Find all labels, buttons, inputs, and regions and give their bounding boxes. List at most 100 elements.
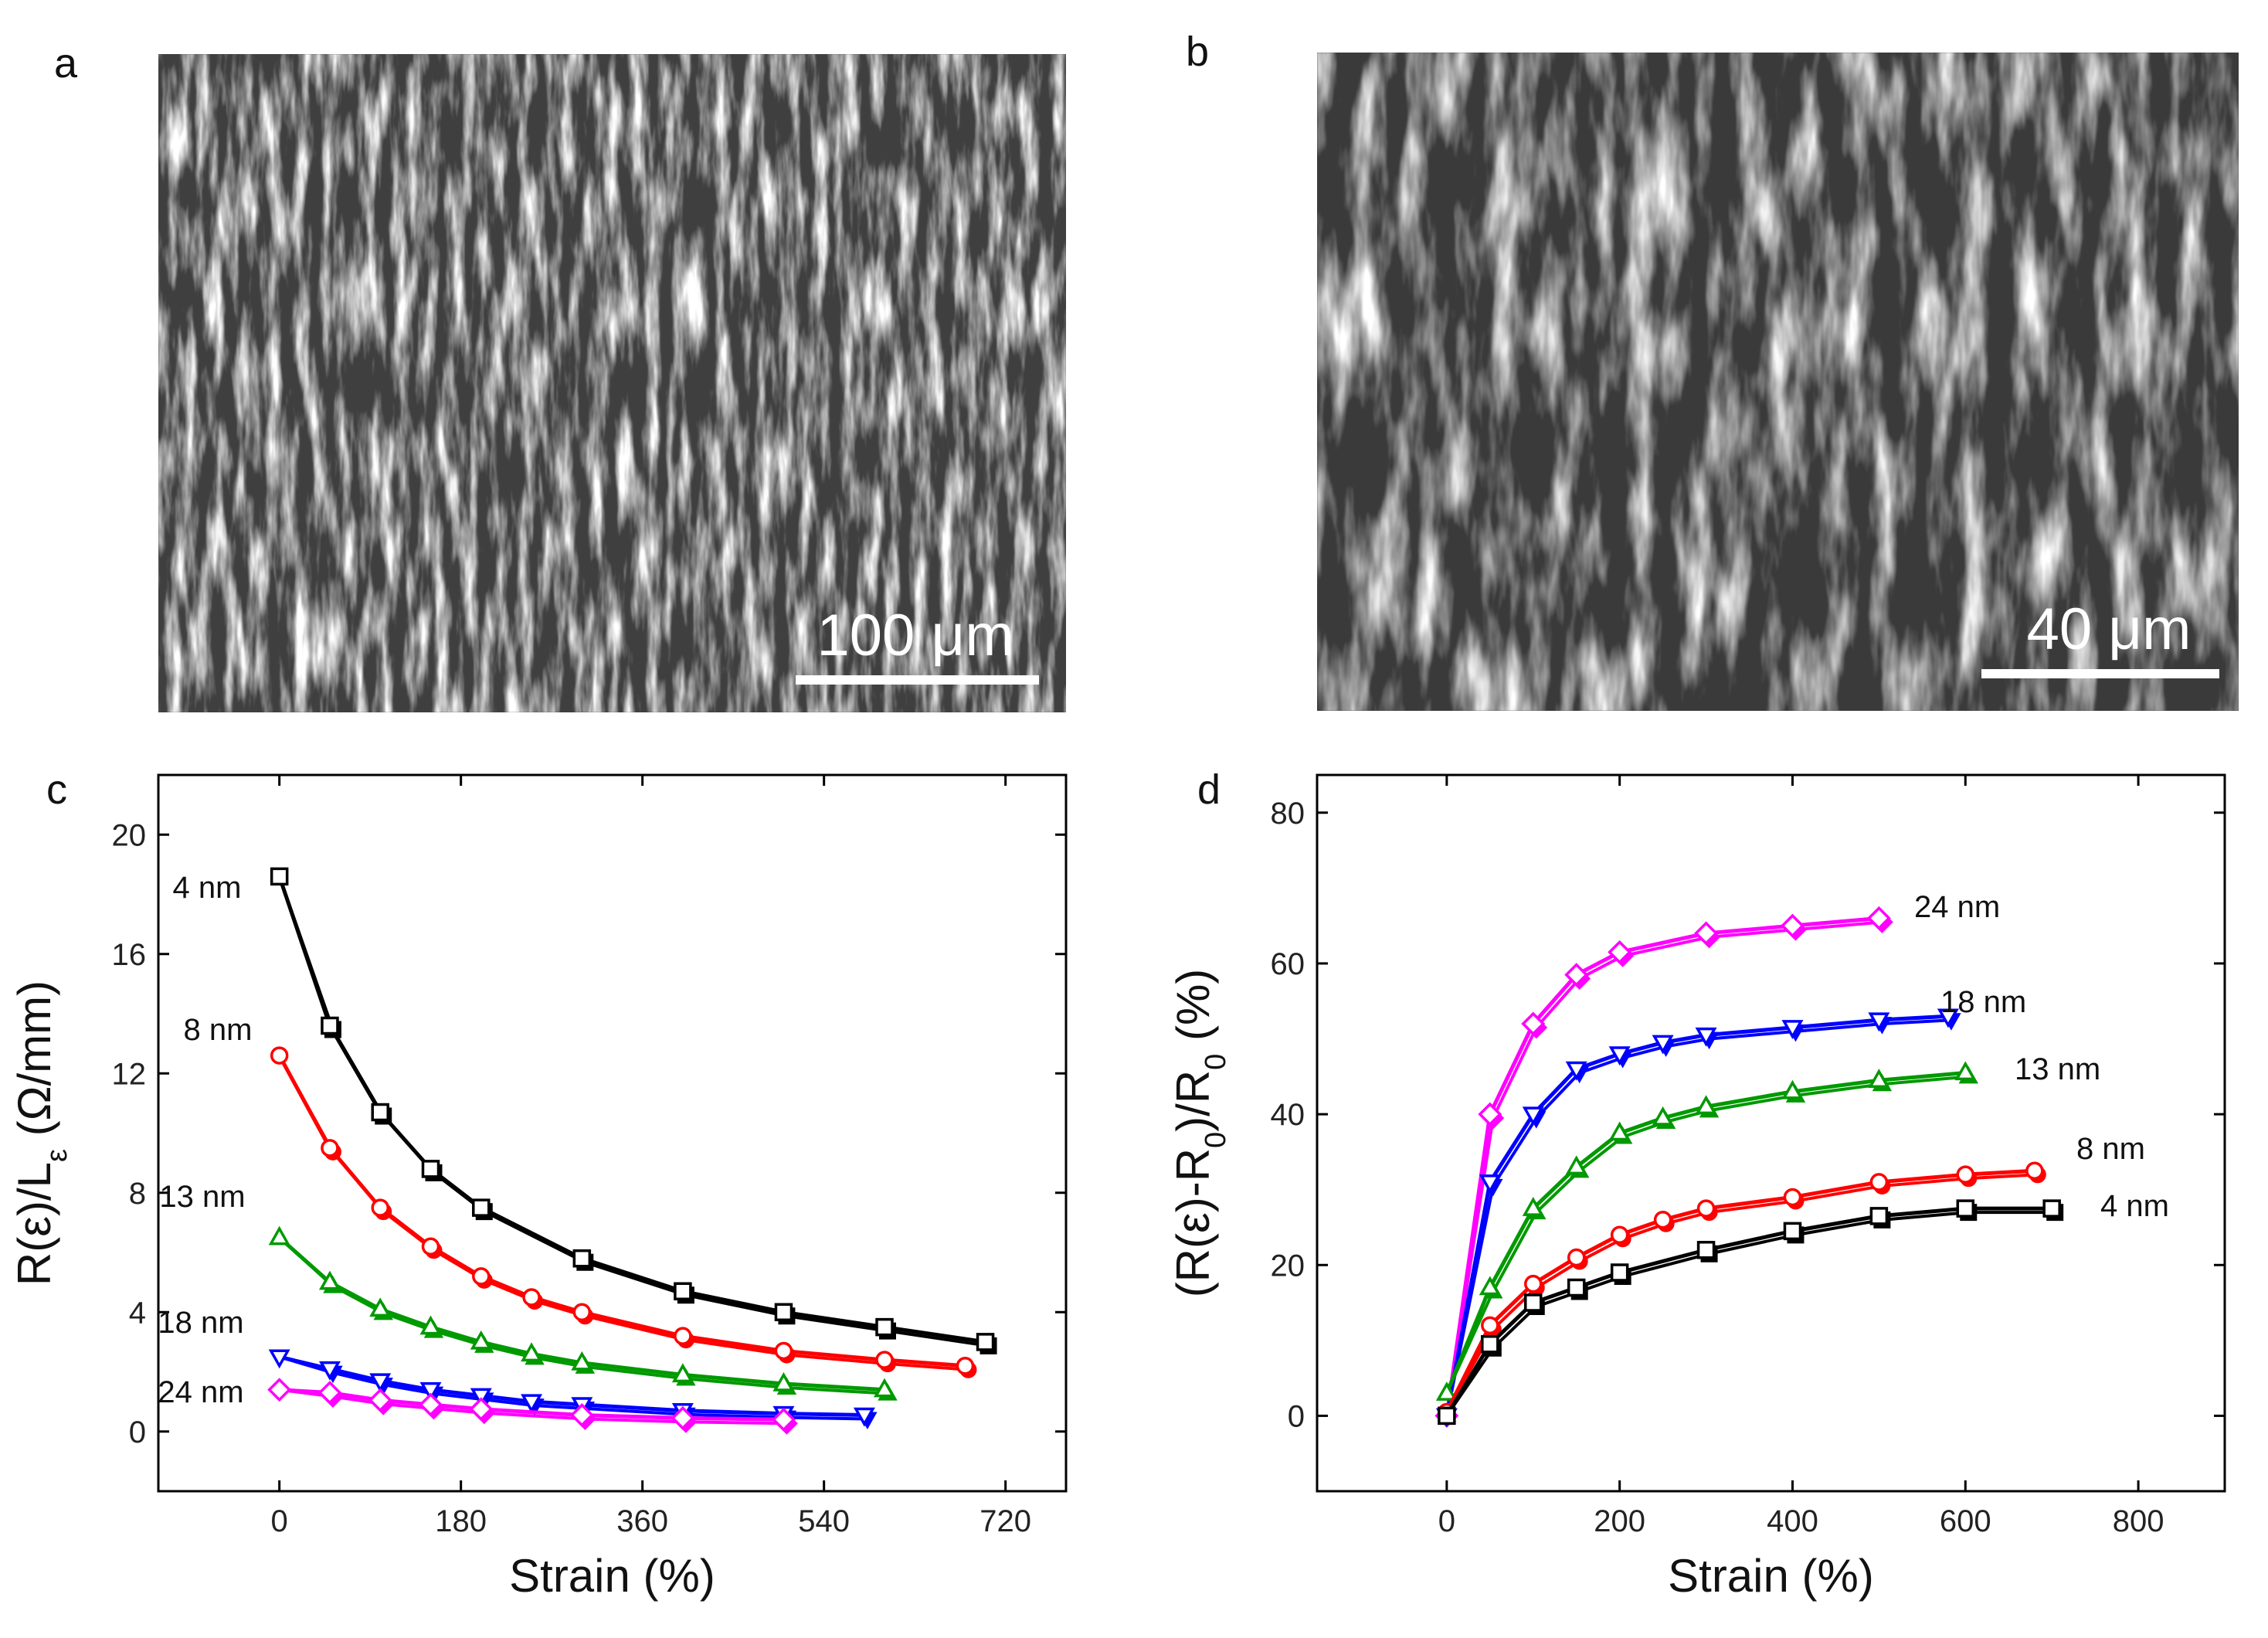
chart-c: 0 180 360 540 720 0 4 8 12 16 20 Strain (%) R(ε)/Lε … <box>8 773 1068 1602</box>
data-point <box>1524 1293 1543 1312</box>
data-point <box>521 1342 543 1362</box>
data-point <box>772 1371 795 1392</box>
data-point <box>318 1270 341 1290</box>
data-point <box>956 1357 975 1375</box>
data-point <box>1954 1061 1977 1081</box>
data-point <box>874 1378 895 1398</box>
data-point <box>1608 1121 1631 1141</box>
data-point <box>1479 1276 1501 1296</box>
series-label: 24 nm <box>1914 890 2000 924</box>
data-point <box>853 1407 875 1427</box>
data-point <box>1522 1106 1544 1127</box>
series-label: 18 nm <box>1940 985 2026 1019</box>
data-point <box>1695 1095 1717 1115</box>
series-line-18-nm <box>1445 1014 1949 1416</box>
data-point <box>1481 1334 1499 1354</box>
y-tick-label: 16 <box>112 938 147 972</box>
y-tick-label: 12 <box>112 1057 147 1091</box>
data-point <box>318 1361 341 1381</box>
data-point <box>371 1198 389 1217</box>
data-point <box>2025 1161 2044 1181</box>
scale-bar-label-b: 40 μm <box>2027 596 2192 662</box>
data-point <box>1610 1225 1629 1244</box>
data-point <box>1567 1248 1586 1267</box>
data-point <box>268 1225 290 1245</box>
data-point <box>1610 1263 1629 1282</box>
data-point <box>1783 1222 1802 1241</box>
data-point <box>1696 1241 1716 1259</box>
x-tick-label: 800 <box>2113 1504 2164 1538</box>
y-tick-label: 80 <box>1271 797 1305 831</box>
data-point <box>1783 1188 1802 1207</box>
sem-image-b: 40 μm <box>1317 53 2239 711</box>
y-tick-label: 4 <box>129 1296 146 1330</box>
plot-frame-d <box>1316 773 2226 1493</box>
sem-image-a: 100 μm <box>158 54 1066 712</box>
series-line-4-nm <box>1445 1211 2056 1417</box>
data-point <box>1652 1035 1674 1055</box>
series-label: 13 nm <box>159 1180 245 1214</box>
series-24-nm <box>1434 906 1893 1428</box>
data-point <box>1438 1406 1456 1426</box>
data-point <box>1567 1278 1586 1297</box>
data-point <box>774 1303 793 1321</box>
y-axis-title-d: (R(ε)-R0)/R0 (%) <box>1167 969 1232 1298</box>
data-point <box>1781 1079 1804 1099</box>
data-point <box>1522 1197 1544 1216</box>
series-label: 24 nm <box>158 1375 243 1409</box>
data-point <box>571 1351 593 1371</box>
data-point <box>1695 1027 1717 1047</box>
data-point <box>1869 1173 1889 1191</box>
series-label: 8 nm <box>2076 1132 2145 1166</box>
data-point <box>469 1397 494 1422</box>
data-point <box>421 1160 440 1178</box>
series-24-nm <box>267 1378 798 1435</box>
data-point <box>1608 940 1632 964</box>
data-point <box>1524 1274 1543 1293</box>
data-point <box>1868 1012 1890 1032</box>
x-tick-label: 360 <box>616 1504 668 1538</box>
data-point <box>270 1046 289 1065</box>
y-tick-label: 8 <box>129 1177 146 1211</box>
series-label: 4 nm <box>2100 1189 2169 1223</box>
series-label: 8 nm <box>184 1013 253 1047</box>
data-point <box>470 1388 492 1408</box>
y-tick-label: 0 <box>129 1415 146 1449</box>
data-point <box>771 1407 796 1432</box>
series-line-24-nm <box>1445 916 1879 1416</box>
scale-bar-label-a: 100 μm <box>817 603 1013 668</box>
data-point <box>875 1351 894 1369</box>
data-point <box>2042 1199 2061 1218</box>
data-point <box>875 1317 894 1337</box>
series-line-13-nm <box>1445 1070 1966 1395</box>
y-tick-label: 40 <box>1271 1098 1305 1132</box>
data-point <box>1866 906 1891 930</box>
data-point <box>321 1139 339 1157</box>
y-tick-label: 20 <box>112 818 147 852</box>
data-point <box>317 1381 342 1405</box>
data-point <box>572 1249 592 1268</box>
data-point <box>1481 1316 1499 1335</box>
series-line-13-nm <box>278 1236 888 1395</box>
series-18-nm <box>268 1349 878 1430</box>
panel-letter-d: d <box>1197 766 1221 813</box>
series-label: 13 nm <box>2015 1052 2100 1086</box>
data-point <box>1565 1155 1587 1175</box>
series-line-18-nm <box>1445 1018 1952 1416</box>
data-point <box>1653 1210 1672 1229</box>
data-point <box>1564 963 1589 987</box>
data-point <box>1781 1020 1804 1039</box>
series-line-13-nm <box>278 1235 885 1392</box>
series-label: 4 nm <box>173 871 242 905</box>
series-13-nm <box>268 1225 898 1401</box>
series-line-24-nm <box>1445 920 1883 1416</box>
series-line-18-nm <box>279 1355 867 1421</box>
data-point <box>1694 921 1719 946</box>
panel-letter-b: b <box>1186 29 1209 75</box>
data-point <box>470 1330 492 1350</box>
panel-letter-a: a <box>54 40 78 87</box>
series-line-4-nm <box>1445 1206 2052 1417</box>
data-point <box>674 1327 692 1345</box>
series-4-nm <box>270 867 997 1354</box>
